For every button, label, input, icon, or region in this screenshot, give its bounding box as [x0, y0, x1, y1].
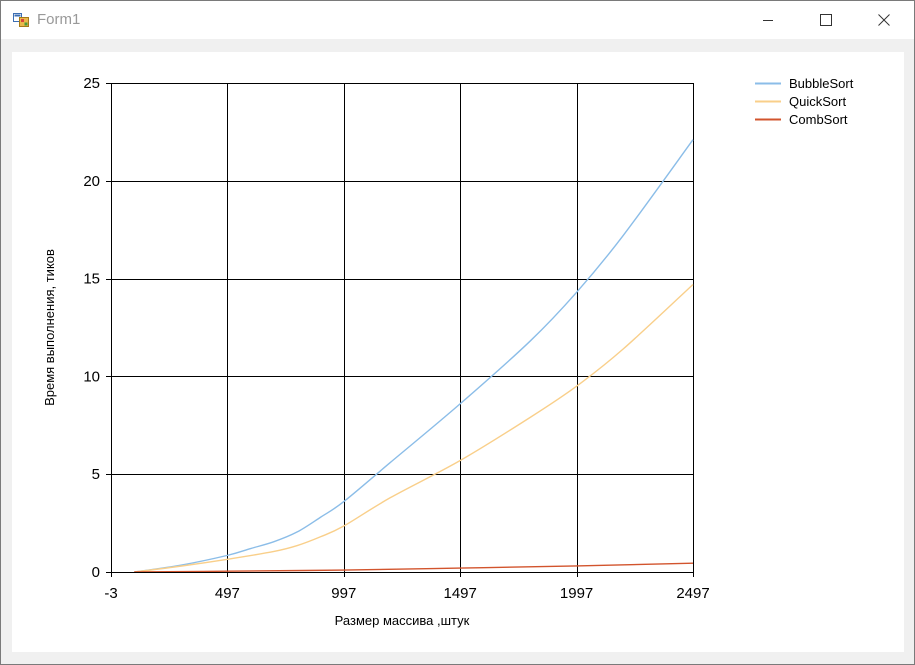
legend-label-quicksort: QuickSort: [789, 94, 846, 109]
winforms-app-icon: [13, 13, 29, 27]
x-tick-label: 1997: [560, 585, 593, 602]
series-line-quicksort: [134, 283, 694, 573]
chart-series: [134, 139, 694, 573]
chart-axes: [111, 83, 694, 573]
minimize-button[interactable]: [739, 1, 797, 39]
chart-tick-labels: -3 497 997 1497 1997 2497 0 5 10 15 20 25: [83, 75, 709, 602]
legend-label-combsort: CombSort: [789, 112, 848, 127]
close-button[interactable]: [855, 1, 913, 39]
y-tick-label: 0: [92, 564, 100, 581]
x-tick-label: 497: [215, 585, 240, 602]
maximize-button[interactable]: [797, 1, 855, 39]
legend-label-bubblesort: BubbleSort: [789, 76, 854, 91]
close-icon: [878, 14, 890, 26]
chart-panel: -3 497 997 1497 1997 2497 0 5 10 15 20 25 Размер ма…: [12, 52, 904, 652]
series-line-combsort: [134, 562, 694, 573]
chart-gridlines: [106, 83, 694, 577]
y-tick-label: 20: [83, 173, 100, 190]
y-tick-label: 25: [83, 75, 100, 92]
x-tick-label: -3: [104, 585, 117, 602]
minimize-icon: [763, 20, 773, 21]
x-tick-label: 1497: [444, 585, 477, 602]
x-tick-label: 997: [331, 585, 356, 602]
x-axis-title: Размер массива ,штук: [335, 613, 470, 628]
maximize-icon: [820, 14, 832, 26]
y-tick-label: 10: [83, 368, 100, 385]
title-bar[interactable]: Form1: [1, 1, 914, 39]
window-title: Form1: [37, 11, 81, 28]
x-tick-label: 2497: [676, 585, 709, 602]
chart: -3 497 997 1497 1997 2497 0 5 10 15 20 25 Размер ма…: [42, 75, 854, 628]
chart-legend: BubbleSort QuickSort CombSort: [755, 76, 854, 127]
series-line-bubblesort: [134, 139, 694, 573]
y-axis-title: Время выполнения, тиков: [42, 249, 57, 406]
y-tick-label: 5: [92, 466, 100, 483]
y-tick-label: 15: [83, 271, 100, 288]
